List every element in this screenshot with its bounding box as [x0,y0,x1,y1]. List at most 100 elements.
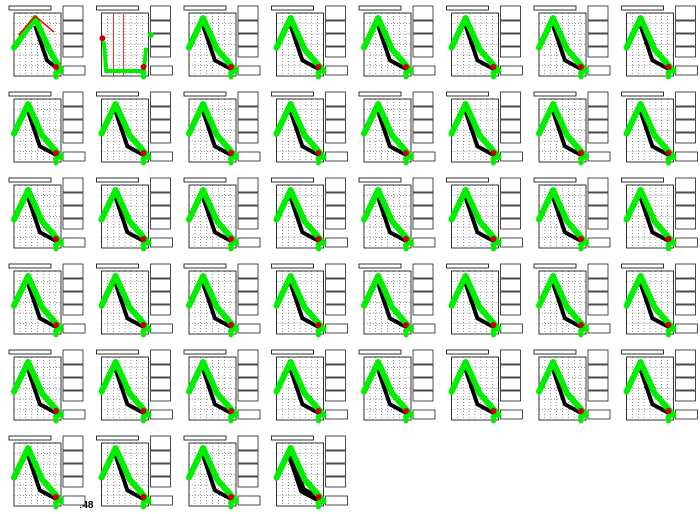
thumb-dot [578,64,584,70]
thumb-dot [578,332,584,338]
thumb-dot [140,64,147,70]
thumb-dot [490,414,497,420]
thumb-side-box [237,435,259,451]
thumb-side-box [587,349,609,365]
thumbnail [271,91,348,166]
thumbnail [621,349,698,424]
thumb-side-box [237,409,261,420]
thumb-side-box [62,291,84,305]
thumb-dot [315,328,322,334]
thumb-side-box [500,151,523,162]
thumb-side-box [587,323,611,334]
thumb-side-box [62,278,84,292]
thumb-title-bar [358,177,402,183]
footer-label: :48 [79,500,94,511]
thumb-side-box [587,5,609,21]
thumb-side-box [500,33,521,47]
thumb-side-box [325,46,346,58]
thumb-curve [11,445,64,504]
thumbnail [446,5,523,80]
thumbnail [271,177,348,252]
thumb-side-box [150,263,171,279]
thumb-curve [186,273,239,332]
thumb-side-box [325,390,346,402]
thumb-side-box [587,218,609,230]
thumb-dot [228,156,234,162]
thumb-side-box [237,349,259,365]
thumb-dot [490,328,497,334]
thumb-side-box [150,192,171,206]
thumb-red-line [18,15,55,36]
thumb-dot [315,322,322,328]
thumb-dot [578,150,584,156]
thumb-dot [53,504,59,510]
thumb-side-box [500,218,521,230]
thumb-curve [98,101,152,160]
thumb-dot [315,500,322,506]
thumb-dot [665,70,672,76]
thumb-dot [147,32,154,39]
thumb-curve [361,273,414,332]
thumb-side-box [675,205,696,219]
thumb-side-box [587,177,609,193]
thumb-curve [448,15,502,74]
thumb-dot [490,156,497,162]
thumb-title-bar [96,91,139,97]
thumb-curve [273,273,327,332]
thumb-side-box [150,291,171,305]
thumb-title-bar [271,91,314,97]
thumb-side-box [237,278,259,292]
thumb-title-bar [358,91,402,97]
thumb-dot [53,236,59,242]
thumb-side-box [237,364,259,378]
thumb-side-box [237,237,261,248]
thumbnail [8,5,86,80]
thumb-title-bar [358,5,402,11]
thumb-side-box [412,20,434,34]
thumbnail [183,349,261,424]
thumb-dot [578,242,584,248]
thumbnail [96,435,173,510]
thumb-side-box [675,349,696,365]
thumb-dot [490,322,497,328]
thumb-dot [228,246,234,252]
thumb-side-box [62,323,86,334]
thumb-dot [228,414,234,420]
thumb-side-box [325,106,346,120]
thumb-side-box [500,390,521,402]
thumb-side-box [500,364,521,378]
thumb-dot [316,160,321,166]
thumb-dot [53,500,59,506]
thumb-side-box [325,5,346,21]
thumb-dot [403,418,409,424]
thumb-dot [140,322,147,328]
thumb-side-box [587,33,609,47]
thumbnail [271,435,348,510]
thumb-side-box [587,237,611,248]
thumb-dot [228,494,234,500]
thumb-side-box [587,377,609,391]
thumb-side-box [412,263,434,279]
thumb-dot [403,160,409,166]
thumb-dot [666,332,671,338]
thumb-side-box [412,33,434,47]
thumb-side-box [237,106,259,120]
thumb-dot [99,35,106,42]
thumb-dot [403,246,409,252]
thumb-title-bar [96,349,139,355]
thumb-title-bar [183,177,227,183]
thumb-side-box [150,409,173,420]
thumb-title-bar [271,177,314,183]
thumb-dot [665,328,672,334]
thumb-side-box [675,409,698,420]
thumb-side-box [587,390,609,402]
thumb-dot [140,328,147,334]
thumbnail [358,91,436,166]
thumb-side-box [325,278,346,292]
thumb-dot [666,418,671,424]
thumb-side-box [62,91,84,107]
thumb-dot [228,418,234,424]
thumb-side-box [587,151,611,162]
